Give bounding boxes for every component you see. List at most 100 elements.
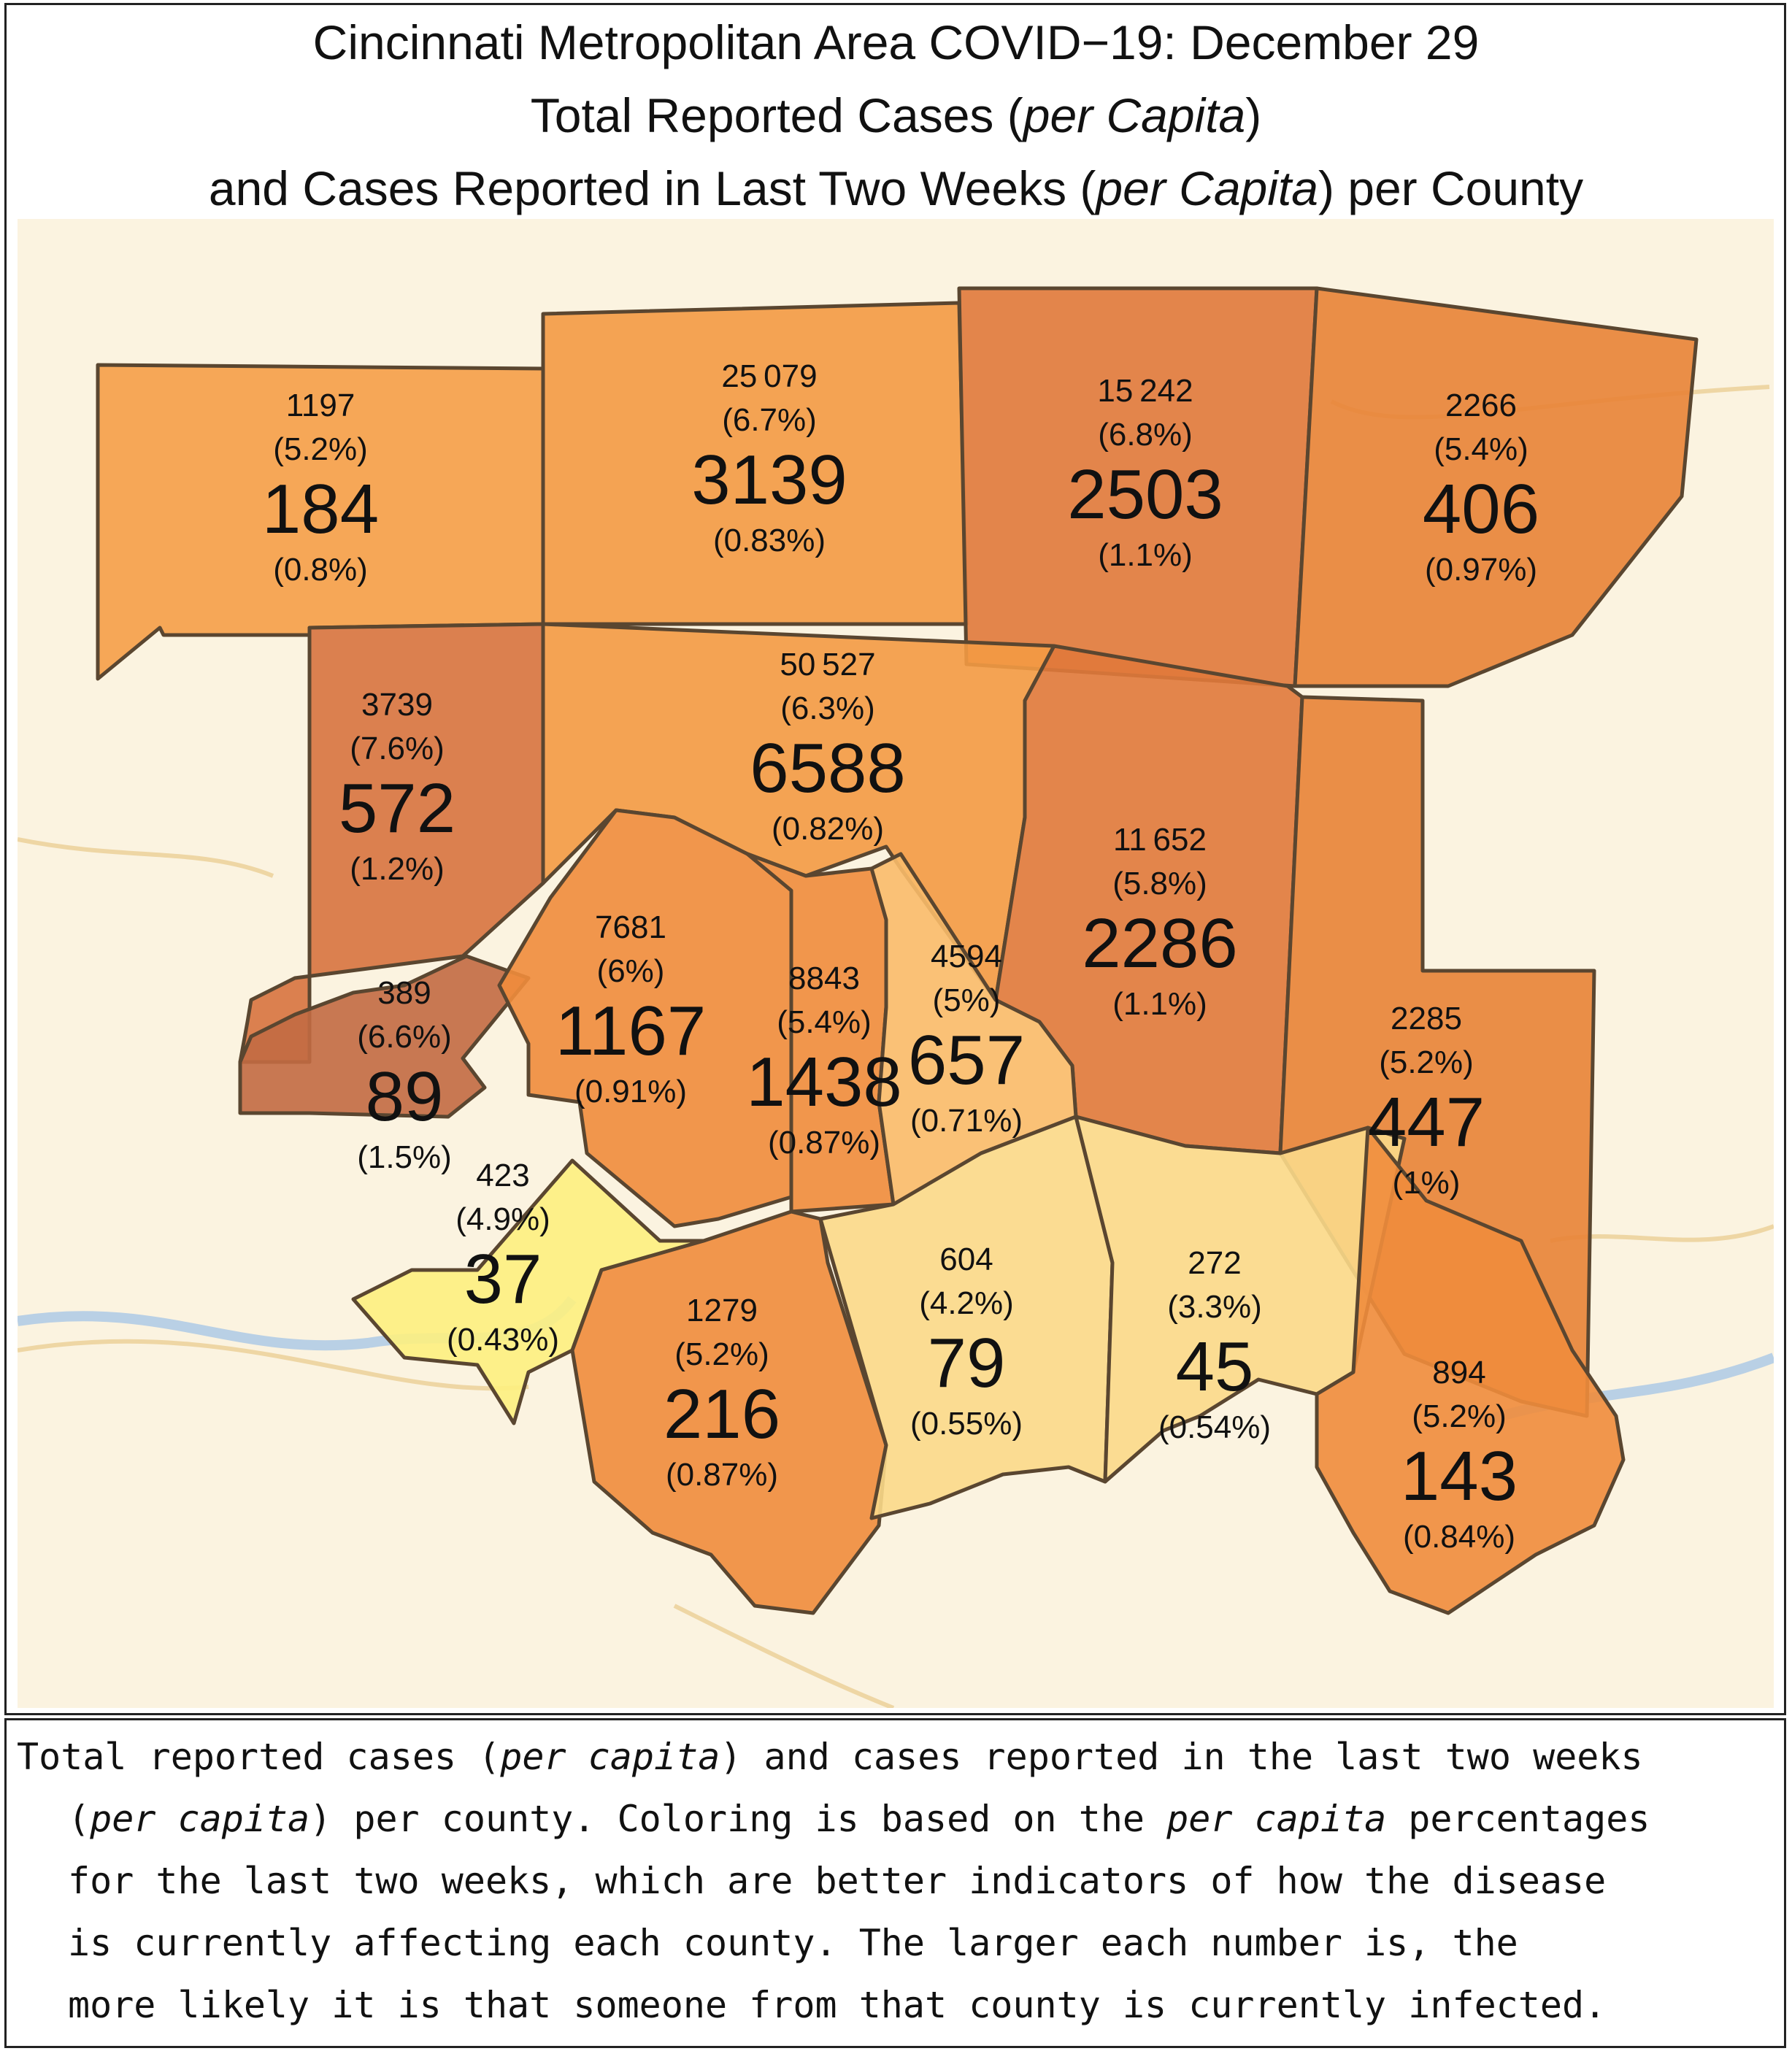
county-nw-total-pct-label: (5.2%) [273,431,368,467]
county-boone-labels: 7681 (6%)1167 (0.91%) [555,909,706,1109]
county-pendleton-recent-pct-label: (0.55%) [910,1406,1023,1442]
county-west-total-cases-label: 3739 [361,687,433,723]
county-mason-labels: 894 (5.2%)143 (0.84%) [1401,1355,1518,1555]
county-north-center-recent-cases-label: 3139 [691,441,847,519]
county-boone-total-cases-label: 7681 [595,909,666,945]
title-line-1: Cincinnati Metropolitan Area COVID−19: D… [312,15,1480,69]
county-nw-recent-pct-label: (0.8%) [273,552,368,588]
county-hamilton-labels: 50 527 (6.3%)6588 (0.82%) [750,647,906,847]
caption-line-2-b: ) per county. Coloring is based on the [309,1798,1167,1840]
county-gallatin-labels: 423 (4.9%)37 (0.43%) [447,1158,559,1358]
county-grant-total-cases-label: 1279 [686,1293,758,1328]
county-clermont-total-pct-label: (5.8%) [1112,866,1207,901]
county-ohio-in-recent-pct-label: (1.5%) [357,1139,452,1175]
county-brown-labels: 2285 (5.2%)447 (1%) [1368,1001,1485,1201]
caption-line-2-c: percentages [1386,1798,1650,1840]
county-clermont-recent-cases-label: 2286 [1082,904,1238,982]
county-grant-labels: 1279 (5.2%)216 (0.87%) [664,1293,780,1493]
label-layer: 1197(5.2%)184(0.8%)25 079(6.7%)3139(0.83… [262,358,1539,1555]
county-campbell-recent-pct-label: (0.71%) [910,1103,1023,1139]
caption-line-1-b: ) and cases reported in the last two wee… [720,1736,1643,1778]
county-north-center-labels: 25 079 (6.7%)3139 (0.83%) [691,358,847,558]
county-ohio-in-total-pct-label: (6.6%) [357,1019,452,1055]
county-mason-recent-pct-label: (0.84%) [1403,1519,1515,1555]
county-kenton-recent-cases-label: 1438 [746,1043,902,1121]
caption-line-5: more likely it is that someone from that… [68,1984,1607,2026]
county-north-east-recent-pct-label: (1.1%) [1098,537,1193,573]
county-pendleton-total-cases-label: 604 [939,1242,993,1277]
county-north-east-total-pct-label: (6.8%) [1098,417,1193,453]
county-far-ne-recent-cases-label: 406 [1423,470,1539,548]
caption-line-1: Total reported cases (per capita) and ca… [17,1726,1777,1788]
county-north-east-labels: 15 242 (6.8%)2503(1.1%) [1067,373,1223,573]
county-kenton-total-pct-label: (5.4%) [777,1004,872,1040]
county-gallatin-recent-pct-label: (0.43%) [447,1322,559,1358]
county-mason-recent-cases-label: 143 [1401,1437,1518,1515]
county-far-ne-total-cases-label: 2266 [1445,388,1517,423]
caption-line-3: for the last two weeks, which are better… [68,1860,1607,1902]
county-ohio-in-total-cases-label: 389 [377,975,431,1011]
county-kenton-labels: 8843 (5.4%)1438 (0.87%) [746,961,902,1161]
caption-line-2-em2: per capita [1166,1798,1387,1840]
county-campbell-labels: 4594 (5%)657 (0.71%) [908,939,1025,1139]
county-north-east-recent-cases-label: 2503 [1067,455,1223,534]
county-hamilton-total-pct-label: (6.3%) [780,690,875,726]
title-line-3-post: ) per County [1318,161,1584,215]
county-brown-recent-pct-label: (1%) [1393,1165,1461,1201]
county-west-recent-pct-label: (1.2%) [350,851,445,887]
county-west-recent-cases-label: 572 [339,769,455,847]
county-grant-recent-pct-label: (0.87%) [666,1457,778,1493]
caption-line-2-a: ( [68,1798,91,1840]
map-title: Cincinnati Metropolitan Area COVID−19: D… [0,0,1792,225]
county-north-center-recent-pct-label: (0.83%) [713,523,826,558]
title-line-3: and Cases Reported in Last Two Weeks (pe… [0,152,1792,225]
county-boone-total-pct-label: (6%) [597,953,665,989]
caption-line-2: (per capita) per county. Coloring is bas… [17,1788,1777,1850]
county-west-labels: 3739 (7.6%)572 (1.2%) [339,687,455,887]
county-bracken-labels: 272 (3.3%)45(0.54%) [1158,1245,1271,1445]
county-nw-recent-cases-label: 184 [262,470,379,548]
caption-box: Total reported cases (per capita) and ca… [4,1718,1786,2048]
county-mason-total-pct-label: (5.2%) [1412,1398,1507,1434]
county-bracken-total-pct-label: (3.3%) [1167,1289,1262,1325]
county-pendleton-labels: 604 (4.2%)79 (0.55%) [910,1242,1023,1442]
county-gallatin-total-pct-label: (4.9%) [455,1201,550,1237]
county-pendleton-total-pct-label: (4.2%) [919,1285,1014,1321]
county-north-center-total-cases-label: 25 079 [721,358,817,394]
county-hamilton-recent-cases-label: 6588 [750,729,906,807]
caption-line-4: is currently affecting each county. The … [68,1922,1518,1964]
county-map: 1197(5.2%)184(0.8%)25 079(6.7%)3139(0.83… [18,219,1774,1708]
county-north-east-total-cases-label: 15 242 [1097,373,1193,409]
title-line-3-em: per Capita [1096,161,1318,215]
county-kenton-recent-pct-label: (0.87%) [768,1125,880,1161]
county-bracken-total-cases-label: 272 [1188,1245,1241,1281]
county-mason-shape [1315,1125,1626,1615]
title-line-2-post: ) [1245,88,1262,142]
county-layer [96,286,1699,1615]
title-line-2: Total Reported Cases (per Capita) [0,79,1792,152]
county-gallatin-total-cases-label: 423 [476,1158,529,1193]
county-boone-recent-cases-label: 1167 [555,992,706,1070]
county-brown-recent-cases-label: 447 [1368,1083,1485,1161]
county-pendleton-recent-cases-label: 79 [928,1324,1006,1402]
caption-line-1-a: Total reported cases ( [17,1736,501,1778]
county-mason-total-cases-label: 894 [1432,1355,1485,1390]
caption-line-2-em: per capita [90,1798,310,1840]
county-ohio-in-recent-cases-label: 89 [366,1058,444,1136]
county-boone-recent-pct-label: (0.91%) [574,1074,687,1109]
county-grant-total-pct-label: (5.2%) [674,1336,769,1372]
county-kenton-total-cases-label: 8843 [788,961,860,996]
county-grant-recent-cases-label: 216 [664,1375,780,1453]
county-campbell-recent-cases-label: 657 [908,1021,1025,1099]
caption-line-1-em: per capita [500,1736,720,1778]
county-hamilton-recent-pct-label: (0.82%) [772,811,884,847]
county-campbell-total-cases-label: 4594 [931,939,1002,974]
title-line-2-em: per Capita [1023,88,1246,142]
title-line-3-pre: and Cases Reported in Last Two Weeks ( [208,161,1096,215]
county-nw-labels: 1197 (5.2%)184 (0.8%) [262,388,379,588]
county-bracken-recent-cases-label: 45 [1176,1328,1254,1406]
county-ohio-in-labels: 389 (6.6%)89(1.5%) [357,975,452,1175]
county-nw-total-cases-label: 1197 [286,388,355,423]
county-clermont-recent-pct-label: (1.1%) [1112,986,1207,1022]
county-west-total-pct-label: (7.6%) [350,731,445,766]
